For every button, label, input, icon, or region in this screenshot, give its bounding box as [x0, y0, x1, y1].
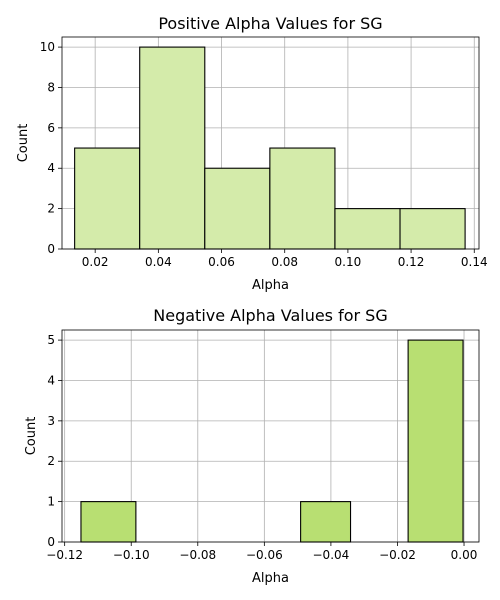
y-axis-label: Count: [16, 124, 31, 163]
x-tick-label: 0.14: [461, 255, 488, 269]
histogram-bar: [407, 339, 464, 543]
x-tick-label: −0.06: [246, 548, 283, 562]
chart-title: Positive Alpha Values for SG: [158, 14, 382, 33]
histogram-bar: [300, 501, 352, 543]
y-axis-label: Count: [24, 417, 39, 456]
y-tick-label: 10: [40, 40, 55, 54]
histogram-bar: [139, 46, 206, 250]
y-tick-label: 8: [47, 80, 55, 94]
y-tick-label: 2: [47, 454, 55, 468]
x-tick-label: 0.06: [208, 255, 235, 269]
plot-frame: [61, 36, 480, 250]
x-tick-label: 0.04: [145, 255, 172, 269]
x-tick-label: 0.00: [451, 548, 478, 562]
chart-title: Negative Alpha Values for SG: [153, 306, 387, 325]
plot-frame: [61, 329, 480, 543]
x-axis-label: Alpha: [252, 571, 289, 586]
histogram-bar: [80, 501, 137, 543]
x-tick-label: −0.10: [113, 548, 150, 562]
histogram-bar: [204, 167, 271, 250]
y-tick-label: 2: [47, 202, 55, 216]
x-tick-label: 0.02: [82, 255, 109, 269]
histogram-bar: [269, 147, 336, 250]
y-tick-label: 4: [47, 373, 55, 387]
x-tick-label: −0.04: [313, 548, 350, 562]
histogram-bar: [399, 208, 466, 250]
y-tick-label: 3: [47, 414, 55, 428]
negative-alpha-chart: Negative Alpha Values for SG −0.12 −0.10 −…: [24, 306, 480, 586]
y-tick-label: 0: [47, 242, 55, 256]
x-axis-label: Alpha: [252, 278, 289, 293]
x-tick-label: −0.12: [46, 548, 83, 562]
y-tick-label: 4: [47, 161, 55, 175]
y-tick-label: 6: [47, 121, 55, 135]
y-tick-label: 5: [47, 333, 55, 347]
x-tick-label: −0.08: [179, 548, 216, 562]
x-tick-label: 0.12: [398, 255, 425, 269]
y-tick-label: 1: [47, 495, 55, 509]
histogram-bar: [74, 147, 141, 250]
y-tick-label: 0: [47, 535, 55, 549]
x-tick-label: 0.10: [335, 255, 362, 269]
positive-alpha-chart: Positive Alpha Values for SG 0.02 0.04 0.0…: [16, 14, 488, 293]
histogram-bar: [334, 208, 401, 250]
x-tick-label: 0.08: [271, 255, 298, 269]
x-tick-label: −0.02: [379, 548, 416, 562]
